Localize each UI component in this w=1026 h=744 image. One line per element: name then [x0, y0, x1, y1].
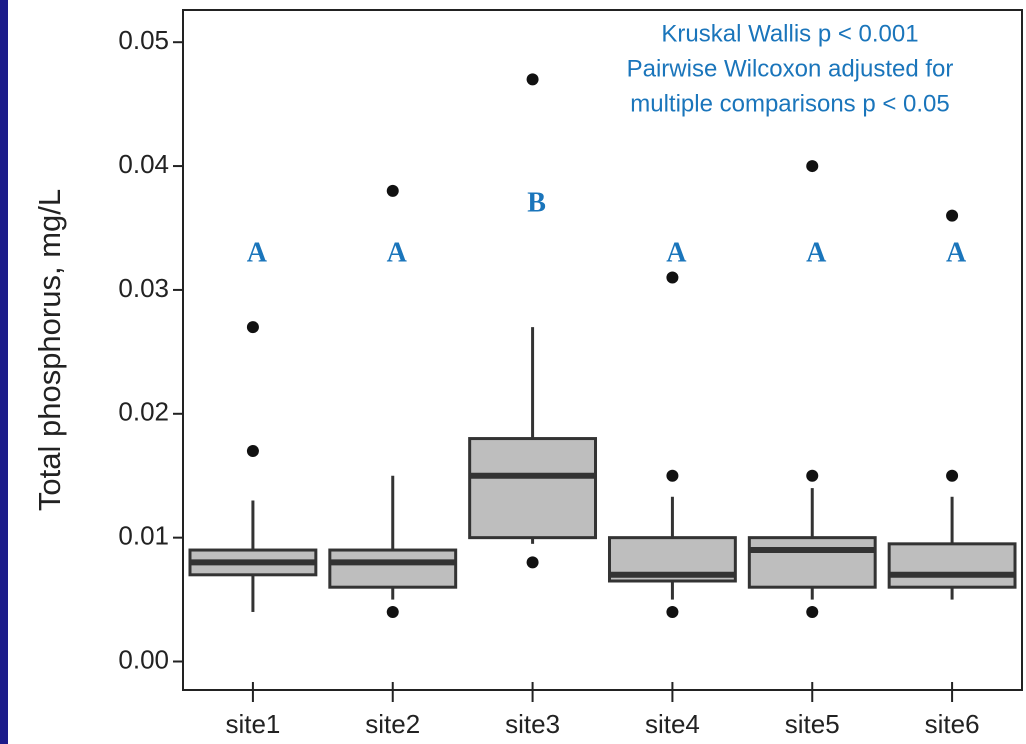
outlier	[666, 271, 679, 284]
outlier	[806, 469, 819, 482]
y-tick-label: 0.04	[118, 149, 169, 179]
x-tick-label: site2	[365, 709, 420, 739]
group-letter: A	[666, 237, 687, 268]
box	[328, 548, 458, 589]
x-tick-label: site6	[925, 709, 980, 739]
y-tick-label: 0.00	[118, 644, 169, 674]
y-axis-label: Total phosphorus, mg/L	[32, 189, 67, 511]
annotation: Pairwise Wilcoxon adjusted for	[627, 55, 954, 82]
x-tick-label: site3	[505, 709, 560, 739]
group-letter: A	[387, 237, 408, 268]
outlier	[526, 73, 539, 86]
outlier	[806, 605, 819, 618]
y-tick-label: 0.05	[118, 25, 169, 55]
y-tick-label: 0.02	[118, 397, 169, 427]
outlier	[806, 160, 819, 173]
outlier	[526, 556, 539, 569]
plot-frame	[182, 9, 1023, 691]
outlier	[386, 184, 399, 197]
box	[887, 542, 1017, 589]
outlier	[246, 321, 259, 334]
outlier	[946, 469, 959, 482]
y-tick-label: 0.03	[118, 273, 169, 303]
outlier	[666, 605, 679, 618]
outlier	[386, 605, 399, 618]
x-tick-label: site5	[785, 709, 840, 739]
x-tick-label: site1	[225, 709, 280, 739]
group-letter: A	[806, 237, 827, 268]
annotation: multiple comparisons p < 0.05	[630, 90, 950, 117]
frame-strip	[0, 0, 8, 744]
outlier	[946, 209, 959, 222]
outlier	[246, 444, 259, 457]
group-letter: A	[946, 237, 967, 268]
group-letter: B	[527, 187, 546, 218]
box	[747, 536, 877, 589]
outlier	[666, 469, 679, 482]
y-tick-label: 0.01	[118, 521, 169, 551]
box	[468, 437, 598, 540]
annotation: Kruskal Wallis p < 0.001	[661, 20, 918, 47]
x-tick-label: site4	[645, 709, 700, 739]
group-letter: A	[247, 237, 268, 268]
